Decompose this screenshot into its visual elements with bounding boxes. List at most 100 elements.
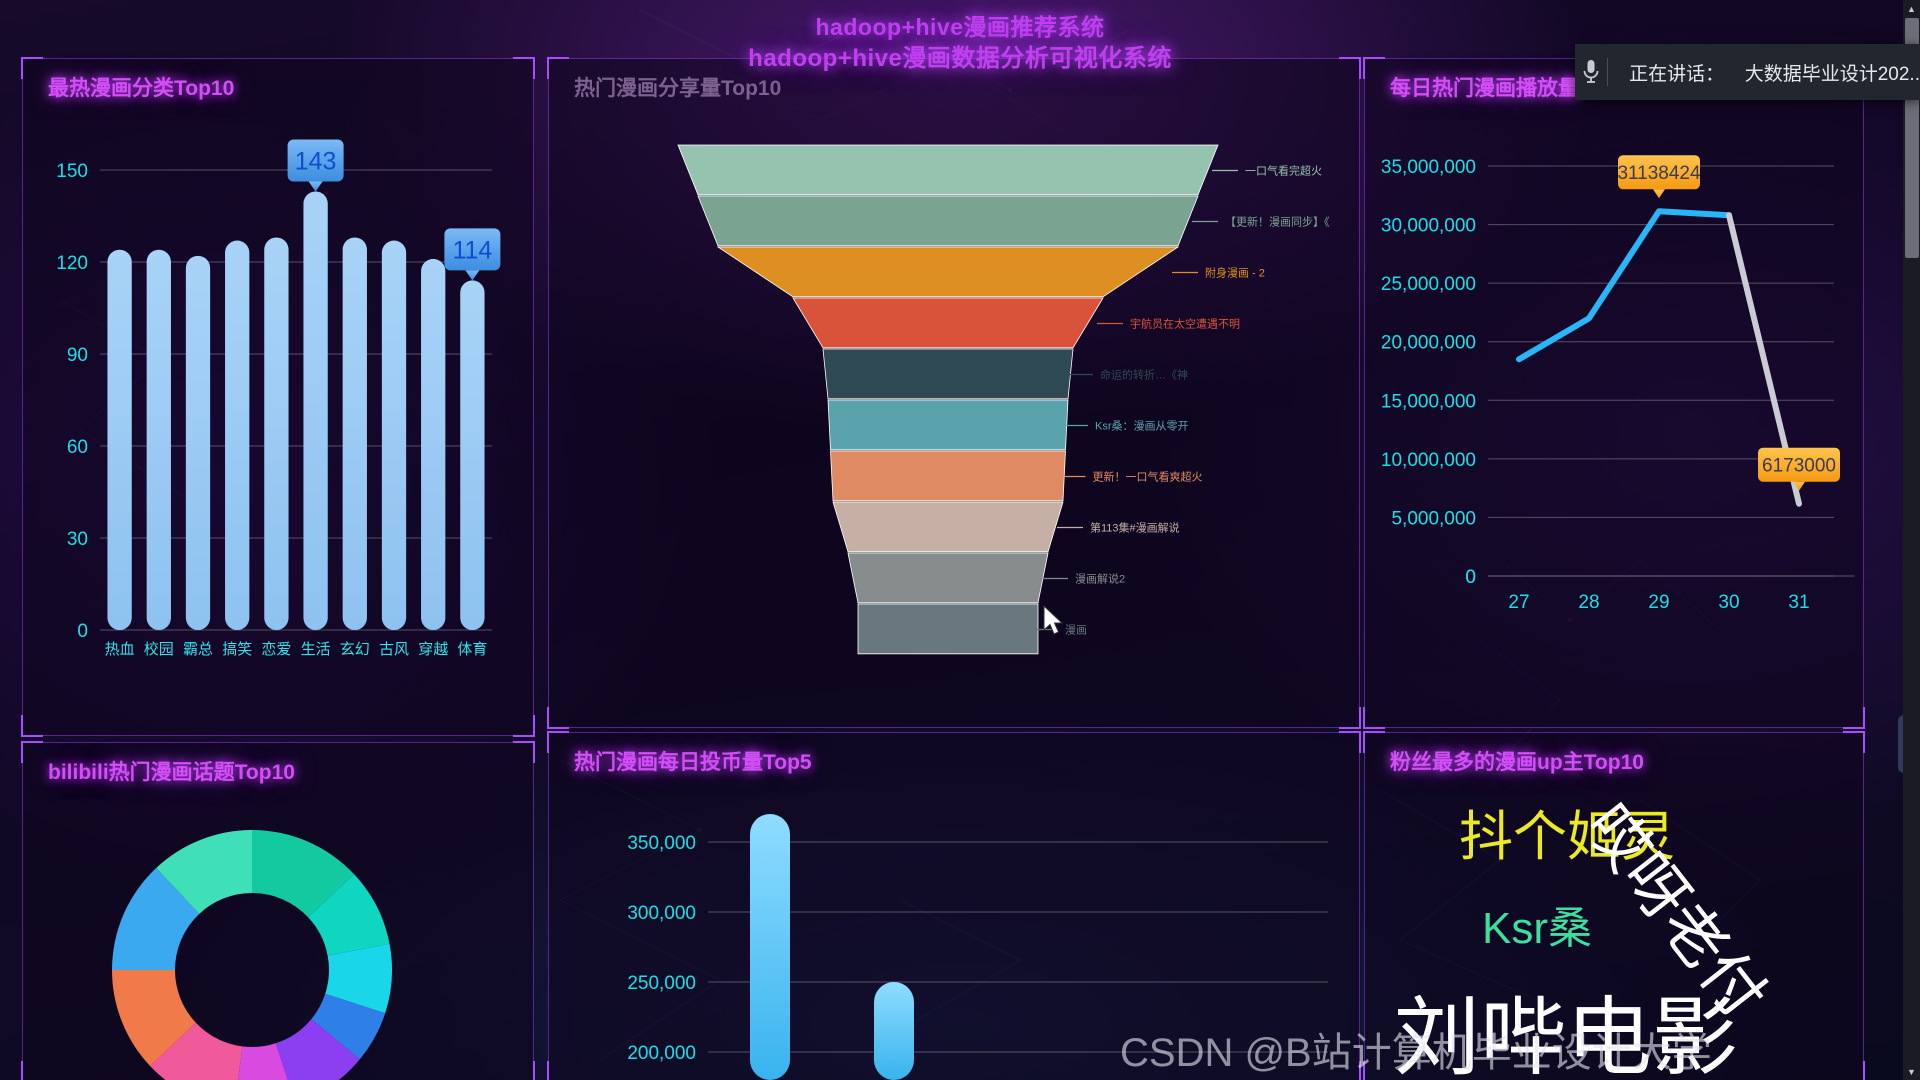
coin-chart-bars[interactable]	[750, 814, 914, 1080]
line-marker-value: 6173000	[1762, 456, 1836, 477]
csdn-watermark: CSDN @B站计算机毕业设计大学	[1120, 1031, 1712, 1075]
voice-status-prefix: 正在讲话：	[1629, 63, 1725, 85]
funnel-label-group: 宇航员在太空遭遇不明	[1097, 317, 1240, 331]
word-cloud-word[interactable]: 抖个姬灵	[1459, 807, 1675, 867]
line-y-tick-label: 25,000,000	[1381, 274, 1476, 295]
corner-decoration	[513, 57, 535, 79]
line-y-tick-label: 15,000,000	[1381, 391, 1476, 412]
microphone-icon[interactable]	[1575, 58, 1607, 86]
bar-x-tick-label: 恋爱	[261, 640, 291, 658]
funnel-segment[interactable]	[830, 450, 1066, 502]
funnel-label-group: 命运的转折…《神	[1067, 368, 1188, 382]
line-y-tick-label: 35,000,000	[1381, 157, 1476, 178]
line-y-tick-label: 20,000,000	[1381, 333, 1476, 354]
bar-chart-bar[interactable]	[146, 249, 171, 630]
funnel-segment-label: 漫画	[1065, 623, 1087, 637]
bar-chart-bar[interactable]	[381, 240, 407, 631]
line-x-tick-label: 28	[1578, 592, 1599, 613]
word-cloud-word[interactable]: Ksr桑	[1482, 904, 1592, 953]
coin-chart-bar[interactable]	[874, 982, 914, 1080]
bar-x-tick-label: 生活	[301, 641, 331, 658]
bar-x-tick-label: 搞笑	[222, 641, 252, 658]
bar-chart-bar[interactable]	[303, 191, 328, 630]
bar-y-tick-label: 90	[67, 345, 88, 366]
coin-chart-canvas[interactable]: 200,000 250,000 300,000 350,000	[548, 790, 1360, 1080]
line-chart-canvas[interactable]: 0 5,000,000 10,000,000 15,000,000 20,000,000…	[1364, 116, 1864, 728]
donut-slice[interactable]	[275, 1019, 360, 1080]
bar-x-tick-label: 热血	[105, 641, 135, 658]
funnel-segment[interactable]	[827, 399, 1069, 451]
panel-hot-comic-categories: 最热漫画分类Top10 0 30 60 90 120 150 热血 校园 霸总 搞笑 恋爱 生活 玄幻…	[21, 57, 535, 737]
corner-decoration	[1363, 57, 1385, 79]
bar-chart-bar[interactable]	[421, 258, 446, 630]
donut-slice[interactable]	[234, 1043, 295, 1080]
scroll-down-button[interactable]: ▼	[1907, 1066, 1916, 1077]
bar-chart-x-axis-labels: 热血 校园 霸总 搞笑 恋爱 生活 玄幻 古风 穿越 体育	[105, 640, 488, 658]
scroll-up-button[interactable]: ▲	[1907, 3, 1916, 14]
donut-slice[interactable]	[311, 993, 386, 1060]
corner-decoration	[1843, 707, 1865, 729]
funnel-segment[interactable]	[697, 195, 1199, 247]
funnel-segment[interactable]	[847, 552, 1049, 604]
funnel-segment[interactable]	[677, 144, 1219, 196]
corner-decoration	[547, 57, 569, 79]
donut-slice[interactable]	[112, 970, 196, 1066]
line-y-tick-label: 0	[1465, 567, 1476, 588]
funnel-label-group: 更新！一口气看爽超火	[1059, 470, 1203, 484]
donut-slice[interactable]	[112, 867, 200, 970]
funnel-chart-canvas[interactable]: 一口气看完超火【更新！漫画同步】《附身漫画 - 2 宇航员在太空遭遇不明命运的转折…	[548, 100, 1360, 720]
donut-slices[interactable]	[112, 830, 392, 1080]
voice-speaker-name: 大数据毕业设计202..	[1744, 63, 1920, 85]
funnel-segment-label: 宇航员在太空遭遇不明	[1130, 317, 1240, 331]
bar-chart-bar[interactable]	[342, 237, 367, 630]
bar-y-tick-label: 120	[56, 253, 88, 274]
funnel-segment[interactable]	[792, 297, 1104, 349]
bar-chart-canvas[interactable]: 0 30 60 90 120 150 热血 校园 霸总 搞笑 恋爱 生活 玄幻 古风 穿越 体育 143 11…	[22, 110, 534, 730]
coin-chart-bar[interactable]	[750, 814, 790, 1080]
coin-y-tick-label: 300,000	[627, 903, 696, 924]
line-value-marker: 6173000	[1758, 447, 1840, 491]
funnel-segment[interactable]	[832, 501, 1064, 553]
bar-chart-bar[interactable]	[264, 237, 289, 630]
line-series-main[interactable]	[1516, 208, 1732, 363]
funnel-segments[interactable]	[677, 144, 1219, 655]
voice-status-widget[interactable]: 正在讲话： 大数据毕业设计202..	[1575, 44, 1920, 100]
donut-slice[interactable]	[149, 1022, 243, 1080]
donut-slice[interactable]	[156, 830, 252, 914]
voice-divider	[1606, 58, 1608, 86]
line-value-marker: 31138424	[1617, 155, 1701, 199]
panel-daily-play-count: 每日热门漫画播放量 0 5,000,000 10,000,000 15,000,000…	[1363, 57, 1865, 729]
bar-x-tick-label: 古风	[379, 641, 409, 658]
bar-x-tick-label: 体育	[457, 641, 487, 658]
line-x-tick-label: 31	[1788, 592, 1809, 613]
panel-bilibili-hot-topics: bilibili热门漫画话题Top10	[21, 741, 535, 1080]
funnel-segment[interactable]	[716, 246, 1180, 298]
bar-chart-bar[interactable]	[107, 249, 132, 630]
donut-chart-canvas[interactable]	[22, 790, 534, 1080]
bar-y-tick-label: 150	[56, 161, 88, 182]
bar-chart-bars[interactable]	[107, 191, 485, 631]
bar-y-tick-label: 0	[77, 621, 88, 642]
funnel-segment[interactable]	[857, 603, 1039, 655]
bar-chart-bar[interactable]	[460, 280, 485, 630]
corner-decoration	[547, 707, 569, 729]
donut-slice[interactable]	[308, 874, 390, 956]
line-chart-series-path[interactable]	[1516, 208, 1802, 507]
word-cloud-container[interactable]: 抖个姬灵 哎呀老付 Ksr桑 刘哔电影	[1364, 732, 1864, 1080]
line-y-tick-label: 10,000,000	[1381, 450, 1476, 471]
funnel-segment-label: 【更新！漫画同步】《	[1225, 215, 1330, 229]
page-title-primary: hadoop+hive漫画推荐系统	[815, 14, 1105, 40]
donut-slice[interactable]	[252, 830, 355, 918]
panel-title-bar-chart: 最热漫画分类Top10	[48, 77, 235, 100]
donut-slice[interactable]	[325, 943, 392, 1014]
dashboard-header: hadoop+hive漫画推荐系统 hadoop+hive漫画数据分析可视化系统	[0, 0, 1920, 72]
bar-marker-value: 143	[295, 147, 337, 175]
bar-value-marker: 143	[287, 139, 344, 192]
funnel-segment-label: Ksr桑：漫画从零开	[1095, 419, 1189, 433]
bar-chart-bar[interactable]	[185, 255, 211, 630]
funnel-segment[interactable]	[822, 348, 1074, 400]
line-chart-value-markers: 31138424 6173000	[1617, 155, 1840, 491]
bar-chart-bar[interactable]	[225, 240, 250, 631]
word-cloud-word[interactable]: 刘哔电影	[1394, 990, 1738, 1080]
page-scrollbar-track[interactable]	[1903, 0, 1920, 1080]
